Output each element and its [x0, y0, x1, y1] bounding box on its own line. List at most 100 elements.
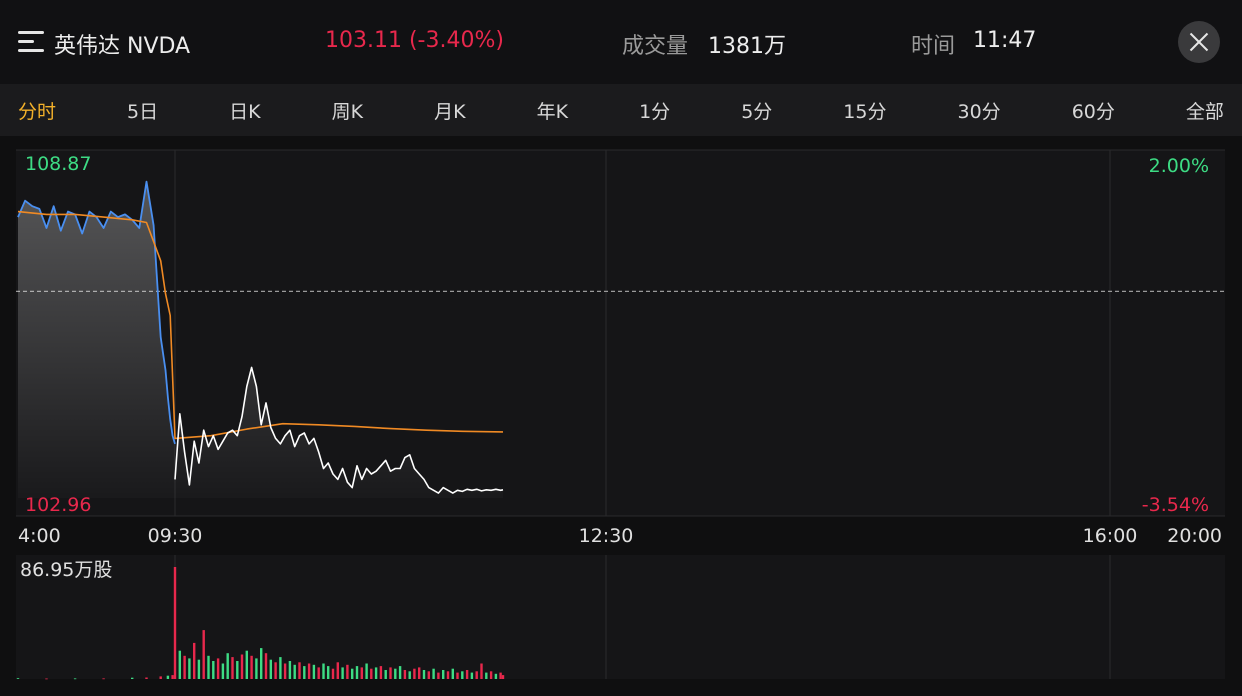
volume-bar [212, 661, 215, 679]
tab-all[interactable]: 全部 [1185, 100, 1224, 123]
volume-bar [73, 678, 77, 680]
volume-bar [303, 666, 306, 679]
tab-5day[interactable]: 5日 [127, 100, 159, 123]
volume-bar [216, 658, 220, 679]
volume-bar [331, 668, 335, 679]
volume-bar [312, 664, 316, 679]
tab-1min[interactable]: 1分 [639, 100, 671, 123]
volume-bar [193, 642, 196, 679]
volume-bar [494, 673, 498, 679]
volume-bar [260, 648, 263, 679]
volume-bar [489, 671, 493, 679]
tab-daily-k[interactable]: 日K [229, 100, 261, 123]
volume-bar [470, 672, 474, 679]
volume-bar [283, 663, 287, 679]
header-bar: 英伟达 NVDA 103.11 (-3.40%) 成交量 1381万 时间 11… [0, 0, 1242, 84]
volume-bar [437, 672, 440, 679]
tab-60min[interactable]: 60分 [1071, 100, 1115, 123]
volume-bar [226, 653, 229, 679]
volume-bar [461, 671, 464, 679]
volume-bar [418, 667, 421, 679]
volume-bar [274, 662, 277, 679]
volume-bar [341, 667, 344, 679]
volume-bar [293, 664, 296, 679]
volume-bar [102, 678, 105, 680]
volume-bar [336, 662, 339, 679]
volume-bar [480, 663, 483, 679]
volume-bar [499, 672, 502, 679]
volume-bar [446, 671, 450, 679]
volume-bar [432, 668, 435, 679]
volume-bar [16, 678, 20, 679]
volume-bar [422, 670, 426, 679]
x-tick-label: 12:30 [579, 525, 634, 547]
volume-bar [427, 671, 430, 679]
volume-bar [355, 666, 359, 679]
volume-bar [178, 650, 181, 679]
menu-icon[interactable] [18, 31, 44, 53]
volume-bar [264, 653, 268, 679]
tab-intraday[interactable]: 分时 [18, 100, 57, 123]
volume-bar [221, 663, 225, 679]
volume-bar [173, 567, 177, 679]
volume-bar [351, 668, 354, 679]
volume-panel [16, 555, 1225, 679]
volume-bar [451, 668, 454, 679]
volume-bar [465, 670, 469, 679]
x-tick-label: 4:00 [18, 525, 61, 547]
tab-monthly-k[interactable]: 月K [434, 100, 466, 123]
price-area [18, 181, 503, 498]
tab-5min[interactable]: 5分 [741, 100, 773, 123]
average-price-line [17, 210, 504, 440]
volume-bar [188, 658, 191, 679]
price-change: 103.11 (-3.40%) [325, 28, 504, 53]
volume-bar [327, 666, 330, 679]
volume-bar [279, 657, 282, 679]
volume-bar [207, 655, 210, 679]
time-value: 11:47 [973, 28, 1037, 53]
volume-bar [166, 675, 170, 679]
close-button[interactable] [1178, 21, 1220, 63]
period-tabs: 分时 5日 日K 周K 月K 年K 1分 5分 15分 30分 60分 全部 [0, 84, 1242, 136]
volume-bar [202, 630, 205, 679]
volume-bar [171, 675, 174, 679]
pct-min-label: -3.54% [1142, 494, 1209, 516]
volume-bar [255, 658, 258, 679]
volume-bar [442, 670, 445, 679]
volume-bar [250, 655, 253, 679]
volume-bar [365, 663, 368, 679]
volume-bar [245, 650, 248, 679]
volume-bar [45, 678, 48, 680]
volume-bar [307, 663, 311, 679]
tab-yearly-k[interactable]: 年K [536, 100, 569, 123]
volume-bar [370, 668, 373, 679]
volume-bar [159, 676, 162, 679]
volume-bar [322, 663, 325, 679]
volume-bar [413, 668, 416, 679]
volume-bar [384, 670, 387, 679]
volume-bar [408, 671, 411, 679]
volume-value: 1381万 [708, 34, 786, 59]
tab-weekly-k[interactable]: 周K [331, 100, 364, 123]
volume-max-label: 86.95万股 [20, 559, 112, 581]
volume-label: 成交量 [622, 34, 689, 59]
stock-name: 英伟达 NVDA [54, 34, 191, 59]
x-tick-label: 20:00 [1167, 525, 1222, 547]
volume-bar [236, 661, 239, 679]
volume-bar [183, 655, 186, 679]
tab-15min[interactable]: 15分 [843, 100, 887, 123]
premarket-price-line [17, 180, 176, 445]
volume-bar [485, 672, 488, 679]
volume-bar [269, 659, 272, 679]
volume-bar [231, 657, 234, 679]
x-tick-label: 16:00 [1083, 525, 1138, 547]
volume-bar [346, 664, 349, 679]
x-tick-label: 09:30 [148, 525, 203, 547]
volume-bar [298, 662, 301, 679]
tab-30min[interactable]: 30分 [957, 100, 1001, 123]
volume-bar [197, 659, 201, 679]
volume-bar [131, 677, 134, 679]
volume-bar [379, 666, 383, 679]
volume-bar [398, 666, 402, 679]
